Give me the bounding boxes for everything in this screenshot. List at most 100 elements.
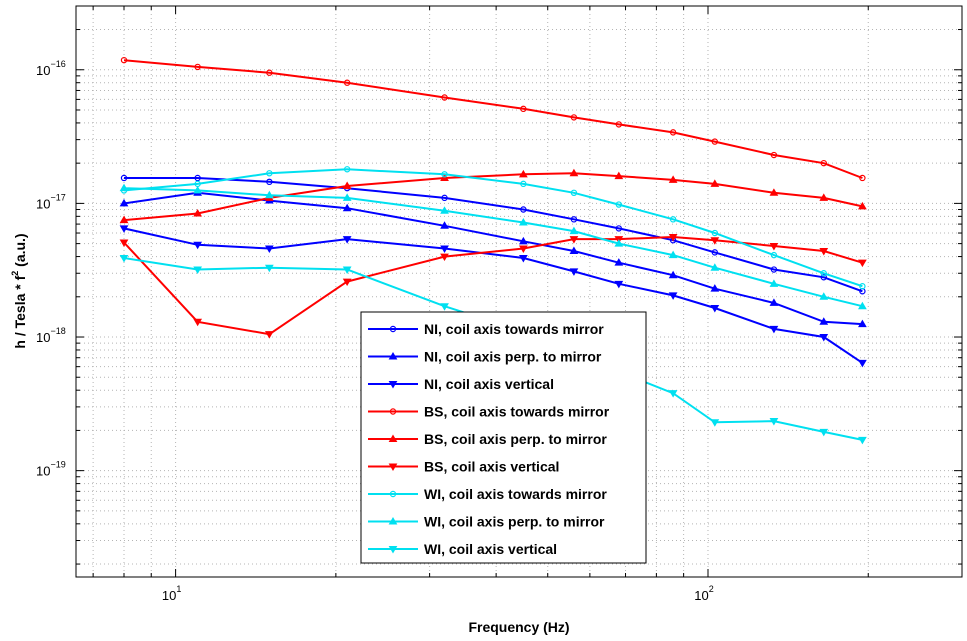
series-point (710, 284, 720, 292)
series-point (819, 428, 829, 437)
series-point (668, 390, 678, 398)
series-1 (120, 174, 866, 295)
series-point (193, 241, 203, 250)
series-point (769, 325, 779, 334)
legend-label: NI, coil axis towards mirror (424, 321, 604, 337)
legend-label: BS, coil axis vertical (424, 459, 559, 475)
series-point (342, 193, 352, 201)
series-point (264, 331, 274, 339)
y-axis-label-main: h / Tesla * f (12, 275, 28, 348)
series-layer (119, 56, 867, 445)
legend-label: NI, coil axis perp. to mirror (424, 349, 602, 365)
series-point (711, 138, 719, 145)
x-tick-label: 101 (162, 584, 181, 603)
series-point (668, 292, 678, 300)
legend-label: NI, coil axis vertical (424, 376, 554, 392)
series-point (819, 193, 829, 201)
series-line (123, 59, 863, 179)
series-point (569, 246, 579, 255)
series-point (668, 270, 678, 279)
series-point (769, 188, 779, 196)
x-axis-label: Frequency (Hz) (468, 619, 569, 635)
series-point (711, 249, 719, 256)
legend-entry: NI, coil axis towards mirror (368, 321, 604, 337)
series-point (820, 159, 827, 167)
series-point (264, 264, 274, 273)
series-point (570, 216, 578, 223)
series-point (518, 245, 528, 253)
series-point (388, 546, 398, 554)
series-point (119, 198, 129, 207)
series-point (819, 248, 829, 256)
series-point (518, 217, 528, 226)
series-point (342, 266, 352, 275)
series-point (770, 151, 778, 159)
tick-layer: 101 102 10−16 10−17 10−18 10−19 (36, 5, 963, 603)
series-point (769, 298, 779, 306)
y-axis-label-superscript: 2 (10, 271, 20, 276)
series-point (710, 304, 720, 313)
series-point (820, 274, 827, 281)
series-point (518, 255, 528, 263)
series-point (119, 225, 129, 233)
series-point (819, 334, 829, 342)
series-point (120, 174, 128, 182)
series-point (668, 175, 678, 183)
series-point (615, 121, 623, 128)
series-point (440, 206, 449, 214)
legend-entry: BS, coil axis vertical (368, 459, 559, 475)
series-line (124, 177, 863, 293)
series-point (570, 114, 578, 121)
series-point (858, 301, 867, 310)
series-point (389, 408, 397, 415)
series-point (441, 171, 448, 178)
series-line (123, 168, 863, 288)
series-point (520, 206, 527, 213)
legend: NI, coil axis towards mirror NI, coil axi… (360, 311, 647, 564)
series-point (264, 190, 274, 199)
series-point (193, 209, 203, 217)
series-point (119, 183, 129, 192)
series-point (343, 166, 351, 173)
series-point (711, 229, 719, 237)
series-4 (120, 56, 866, 182)
y-tick-label: 10−16 (36, 59, 66, 78)
series-point (820, 270, 827, 277)
series-point (858, 359, 867, 368)
series-point (858, 259, 867, 268)
series-point (389, 490, 397, 498)
series-point (770, 251, 778, 259)
y-axis-label-suffix: (a.u.) (12, 233, 28, 270)
legend-entry: WI, coil axis perp. to mirror (368, 514, 605, 530)
series-point (388, 381, 398, 389)
series-point (119, 255, 129, 263)
series-point (441, 94, 448, 101)
series-point (518, 169, 528, 178)
series-point (614, 171, 624, 180)
series-point (769, 242, 779, 251)
series-point (193, 266, 203, 275)
series-point (388, 517, 398, 525)
series-point (440, 253, 449, 262)
legend-entry: NI, coil axis vertical (368, 376, 554, 392)
series-point (119, 239, 129, 247)
series-point (388, 352, 398, 360)
series-point (615, 225, 623, 232)
series-point (440, 221, 449, 229)
legend-entry: NI, coil axis perp. to mirror (368, 349, 602, 365)
legend-label: BS, coil axis towards mirror (424, 404, 610, 420)
series-point (388, 434, 398, 442)
series-point (569, 226, 579, 235)
plot-frame (75, 5, 963, 578)
y-tick-label: 10−17 (36, 192, 66, 211)
series-point (614, 280, 624, 289)
series-point (569, 168, 579, 177)
series-point (668, 250, 678, 259)
legend-label: WI, coil axis vertical (424, 541, 557, 557)
series-point (119, 215, 129, 224)
series-point (520, 180, 527, 188)
series-point (388, 463, 398, 471)
series-point (570, 189, 578, 197)
series-point (193, 318, 203, 327)
